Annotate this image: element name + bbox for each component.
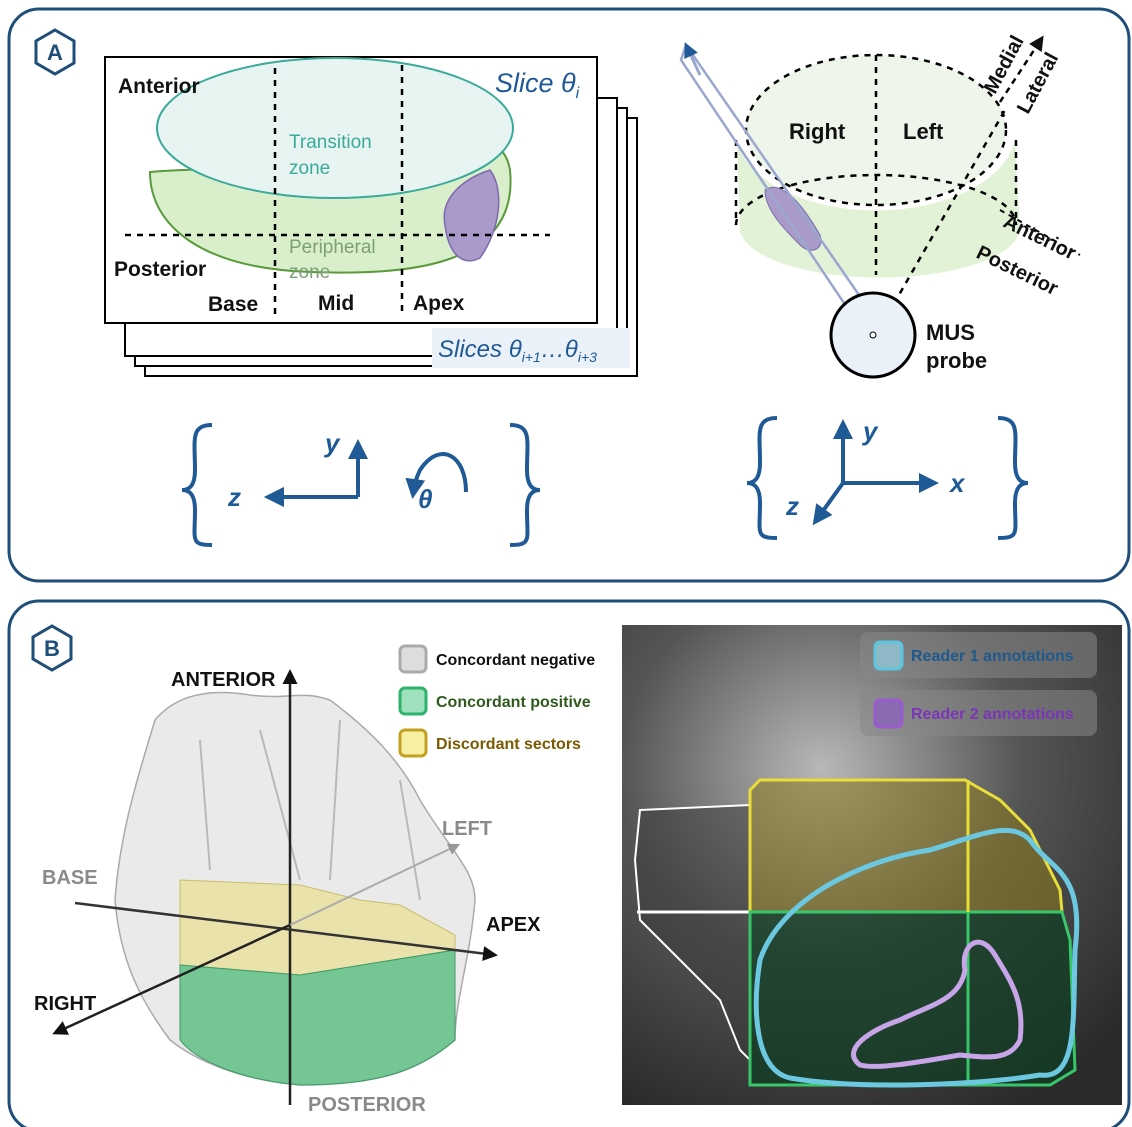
- axis-label: x: [948, 468, 966, 498]
- slice-title: Slice θi: [495, 68, 580, 102]
- label: Left: [903, 119, 944, 144]
- axial-diagram: [681, 38, 1080, 377]
- axis-label: y: [323, 428, 341, 458]
- panel-label: B: [44, 636, 60, 661]
- axis-label: POSTERIOR: [308, 1094, 426, 1116]
- axis-label: θ: [418, 484, 433, 514]
- text-part: i+1: [522, 349, 541, 365]
- label: probe: [926, 348, 987, 373]
- text-part: Slices θ: [438, 336, 522, 363]
- legend-swatch: [400, 646, 426, 672]
- legend-label: Concordant negative: [436, 652, 595, 669]
- axis-label: BASE: [42, 867, 98, 889]
- legend-swatch: [400, 688, 426, 714]
- ultrasound-image: [622, 625, 1122, 1105]
- text-part: …θ: [541, 336, 578, 363]
- label: Lateral: [1013, 49, 1063, 117]
- render-3d: [55, 672, 495, 1105]
- axis-label: LEFT: [442, 818, 492, 840]
- figure: A Anterior Posterior Slice θi Transition…: [0, 0, 1132, 1127]
- text-part: i: [576, 85, 580, 102]
- legend-label: Discordant sectors: [436, 736, 581, 753]
- label: Apex: [413, 292, 465, 315]
- zone-label: zone: [289, 262, 330, 283]
- panel-label: A: [47, 40, 63, 65]
- text-part: Slice θ: [495, 68, 576, 98]
- zone-label: zone: [289, 158, 330, 179]
- axis-label: z: [785, 491, 799, 521]
- label: Anterior: [118, 75, 200, 98]
- axis-label: y: [861, 416, 879, 446]
- axis-label: z: [227, 482, 241, 512]
- label: Posterior: [114, 258, 206, 281]
- axis-label: APEX: [486, 914, 541, 936]
- slices-label: Slices θi+1…θi+3: [438, 336, 597, 365]
- label: Right: [789, 119, 846, 144]
- legend-label: Reader 2 annotations: [911, 706, 1074, 723]
- label: Base: [208, 293, 258, 316]
- axis-label: RIGHT: [34, 993, 96, 1015]
- zone-label: Transition: [289, 132, 372, 153]
- label: Mid: [318, 292, 354, 315]
- slice-stack: [105, 57, 637, 376]
- coordinate-braces: [182, 418, 1028, 545]
- axis-label: ANTERIOR: [171, 669, 276, 691]
- label: Medial: [980, 32, 1029, 97]
- legend-label: Concordant positive: [436, 694, 591, 711]
- legend-swatch: [400, 730, 426, 756]
- label: MUS: [926, 320, 975, 345]
- zone-label: Peripheral: [289, 237, 376, 258]
- text-part: i+3: [578, 349, 597, 365]
- legend-label: Reader 1 annotations: [911, 648, 1074, 665]
